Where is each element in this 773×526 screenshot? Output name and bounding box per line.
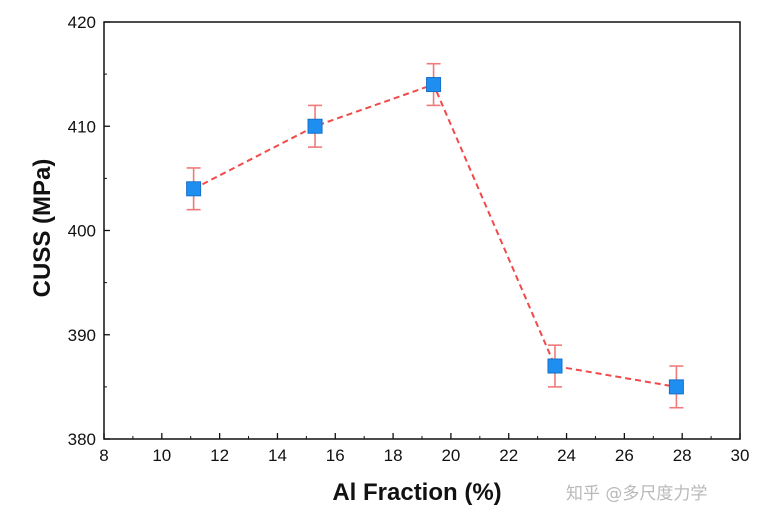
x-tick-label: 26 [615,446,634,465]
y-tick-label: 380 [68,430,96,449]
x-tick-label: 30 [731,446,750,465]
x-tick-label: 8 [99,446,108,465]
data-point [668,379,684,395]
data-point [307,118,323,134]
x-tick-label: 22 [499,446,518,465]
x-tick-label: 18 [384,446,403,465]
x-tick-label: 12 [210,446,229,465]
y-tick-label: 400 [68,222,96,241]
x-tick-label: 24 [557,446,576,465]
data-series [186,62,684,409]
x-tick-label: 20 [441,446,460,465]
plot-frame [103,21,741,440]
x-tick-label: 14 [268,446,287,465]
axis-ticks [103,21,741,440]
data-point [426,77,442,93]
data-point [186,181,202,197]
axis-tick-labels: 8 10 12 14 16 18 20 22 24 26 28 30 380 390 400 410 420 [68,13,750,465]
y-tick-label: 410 [68,117,96,136]
series-line [193,83,677,388]
watermark: 知乎 @多尺度力学 [566,484,708,504]
y-axis-title: CUSS (MPa) [29,159,56,298]
x-tick-label: 28 [673,446,692,465]
x-tick-label: 16 [326,446,345,465]
x-axis-title: Al Fraction (%) [332,479,501,506]
data-point [547,358,563,374]
y-tick-label: 420 [68,13,96,32]
y-tick-label: 390 [68,326,96,345]
x-tick-label: 10 [152,446,171,465]
